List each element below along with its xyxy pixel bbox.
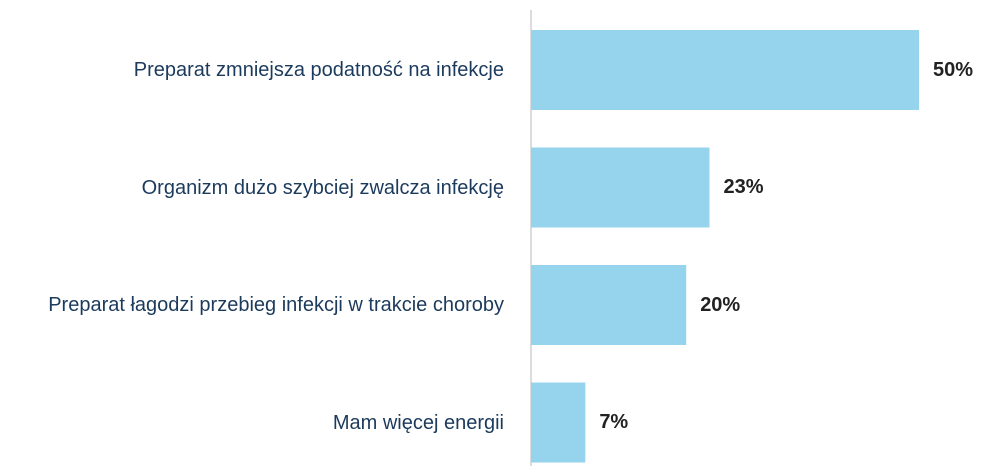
category-label-box: Preparat łagodzi przebieg infekcji w tra… — [0, 265, 504, 345]
value-label: 23% — [723, 176, 764, 198]
bar — [531, 30, 919, 110]
category-label-box: Preparat zmniejsza podatność na infekcje — [0, 30, 504, 110]
category-label: Organizm dużo szybciej zwalcza infekcję — [141, 176, 504, 199]
bar — [531, 382, 586, 463]
bar — [531, 147, 710, 228]
category-label-box: Organizm dużo szybciej zwalcza infekcję — [0, 148, 504, 228]
value-label: 50% — [933, 58, 974, 81]
category-label: Preparat łagodzi przebieg infekcji w tra… — [48, 294, 504, 316]
bar — [531, 265, 687, 345]
category-label: Preparat zmniejsza podatność na infekcje — [133, 59, 504, 81]
category-label-box: Mam więcej energii — [0, 383, 504, 463]
category-label: Mam więcej energii — [332, 411, 504, 434]
value-label: 20% — [700, 293, 741, 316]
value-label: 7% — [599, 411, 629, 433]
